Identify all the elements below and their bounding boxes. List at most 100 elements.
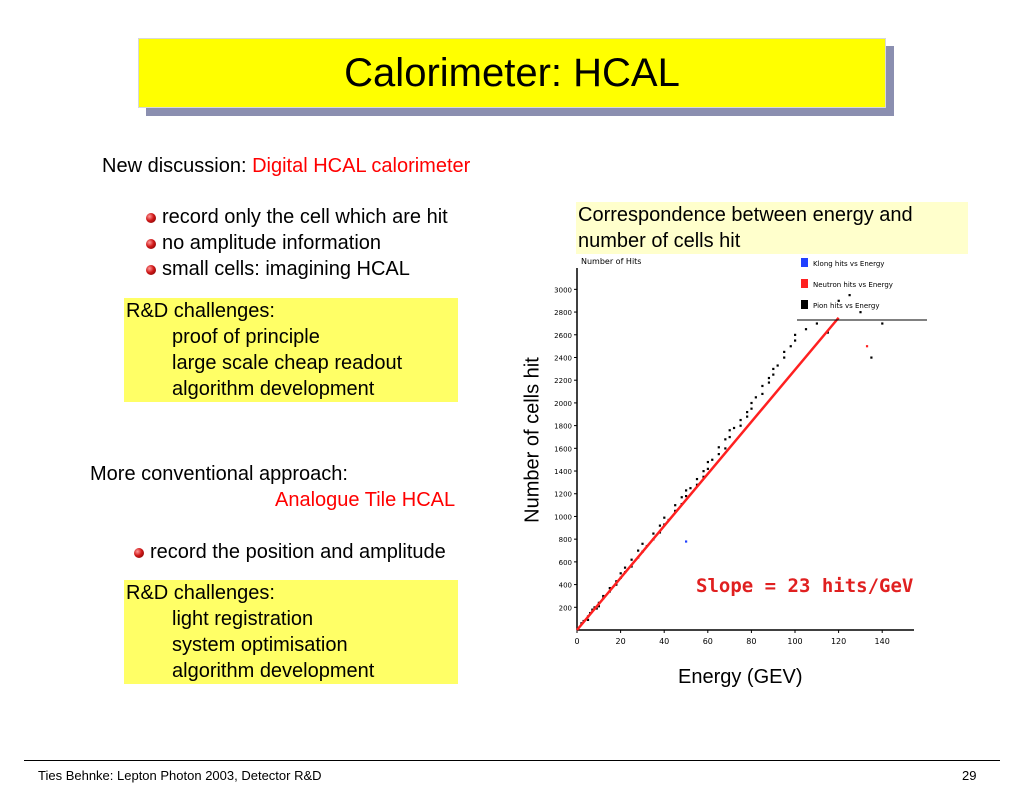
data-point	[767, 376, 771, 380]
rd-heading: R&D challenges:	[126, 582, 275, 604]
data-point	[674, 504, 677, 507]
bullet-item: no amplitude information	[146, 231, 381, 255]
rd-item: proof of principle	[172, 326, 320, 348]
data-point	[706, 460, 709, 464]
data-point	[767, 381, 771, 384]
data-point	[652, 532, 655, 535]
data-point	[597, 605, 600, 608]
data-point	[591, 608, 594, 611]
legend-label: Pion hits vs Energy	[813, 302, 879, 310]
data-point	[663, 516, 666, 519]
bullet-item: record the position and amplitude	[134, 540, 446, 564]
data-point	[602, 594, 605, 598]
figure-caption: Correspondence between energy and number…	[576, 202, 968, 254]
data-point	[789, 345, 792, 348]
x-tick-label: 40	[659, 637, 669, 646]
x-tick-label: 140	[875, 637, 890, 646]
data-point	[794, 333, 797, 336]
intro-digital: New discussion: Digital HCAL calorimeter	[102, 154, 470, 178]
intro-highlight: Digital HCAL calorimeter	[252, 155, 471, 177]
data-point	[754, 396, 757, 399]
page-number: 29	[962, 768, 977, 783]
y-tick-label: 2800	[554, 309, 572, 317]
data-point	[695, 477, 699, 481]
data-point	[702, 470, 705, 473]
intro-label: New discussion:	[102, 155, 247, 177]
slide-title: Calorimeter: HCAL	[138, 38, 886, 108]
y-tick-label: 1400	[554, 468, 572, 476]
data-point	[772, 367, 775, 371]
data-point	[761, 392, 764, 396]
bullet-icon	[146, 239, 156, 249]
data-point	[750, 401, 753, 405]
x-axis-label: Energy (GEV)	[678, 666, 803, 688]
data-point	[728, 435, 731, 439]
data-point	[794, 339, 797, 342]
footer-text: Ties Behnke: Lepton Photon 2003, Detecto…	[38, 768, 322, 783]
bullet-text: small cells: imagining HCAL	[162, 258, 410, 280]
data-point	[685, 495, 688, 498]
intro-conventional-label: More conventional approach:	[90, 463, 348, 485]
bullet-text: record only the cell which are hit	[162, 206, 448, 228]
x-tick-label: 80	[746, 637, 756, 646]
y-tick-label: 1600	[554, 445, 572, 453]
y-tick-label: 400	[559, 582, 572, 590]
legend-label: Klong hits vs Energy	[813, 260, 884, 268]
fit-line	[576, 316, 840, 631]
data-point	[826, 331, 829, 334]
y-tick-label: 1000	[554, 513, 572, 521]
data-point	[724, 447, 727, 450]
data-point	[848, 294, 851, 297]
data-point	[717, 453, 720, 456]
data-point	[750, 407, 753, 410]
legend-swatch	[801, 258, 808, 267]
data-point	[804, 328, 808, 331]
intro-conventional-highlight: Analogue Tile HCAL	[275, 489, 456, 511]
data-point	[783, 356, 786, 359]
data-point	[746, 410, 749, 414]
data-point	[746, 415, 749, 418]
rd-challenges-box-digital: R&D challenges: proof of principle large…	[124, 298, 458, 402]
x-tick-label: 0	[574, 637, 579, 646]
y-tick-label: 2600	[554, 332, 572, 340]
y-tick-label: 2400	[554, 354, 572, 362]
bullet-text: no amplitude information	[162, 232, 382, 254]
legend-label: Neutron hits vs Energy	[813, 281, 893, 289]
data-point	[739, 418, 742, 422]
rd-item: light registration	[172, 608, 314, 630]
data-point	[776, 364, 779, 367]
data-point	[623, 566, 627, 569]
rd-heading: R&D challenges:	[126, 300, 275, 322]
y-tick-label: 800	[559, 536, 572, 544]
data-point	[717, 446, 720, 449]
footer-divider	[24, 760, 1000, 761]
y-axis-label: Number of cells hit	[521, 357, 544, 523]
data-point	[658, 524, 662, 527]
data-point	[739, 424, 742, 427]
data-point	[630, 558, 633, 561]
x-tick-label: 100	[787, 637, 802, 646]
legend-swatch	[801, 279, 808, 288]
data-point	[881, 322, 884, 325]
hits-vs-energy-plot: Number of Hits 200 400 600 800 1000 1200 1400 16…	[546, 256, 938, 690]
data-point	[702, 475, 705, 478]
data-point	[685, 489, 688, 492]
data-point	[761, 384, 764, 388]
data-point	[695, 483, 699, 486]
rd-item: algorithm development	[172, 378, 375, 400]
data-point	[619, 572, 622, 575]
rd-item: large scale cheap readout	[172, 352, 403, 374]
data-point	[815, 322, 818, 325]
y-tick-label: 2200	[554, 377, 572, 385]
data-point	[680, 496, 683, 499]
bullet-icon	[134, 548, 144, 558]
data-point	[870, 356, 873, 359]
data-point	[865, 345, 869, 348]
data-point	[608, 586, 611, 590]
slope-annotation: Slope = 23 hits/GeV	[696, 575, 913, 597]
chart-svg: Number of Hits20040060080010001200140016…	[554, 257, 927, 646]
legend-swatch	[801, 300, 808, 309]
data-point	[783, 350, 786, 354]
data-point	[637, 549, 640, 552]
x-tick-label: 120	[831, 637, 846, 646]
